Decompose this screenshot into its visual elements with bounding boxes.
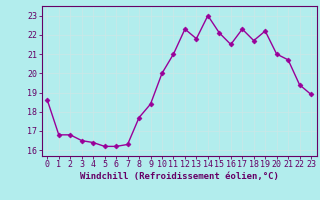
X-axis label: Windchill (Refroidissement éolien,°C): Windchill (Refroidissement éolien,°C) bbox=[80, 172, 279, 181]
